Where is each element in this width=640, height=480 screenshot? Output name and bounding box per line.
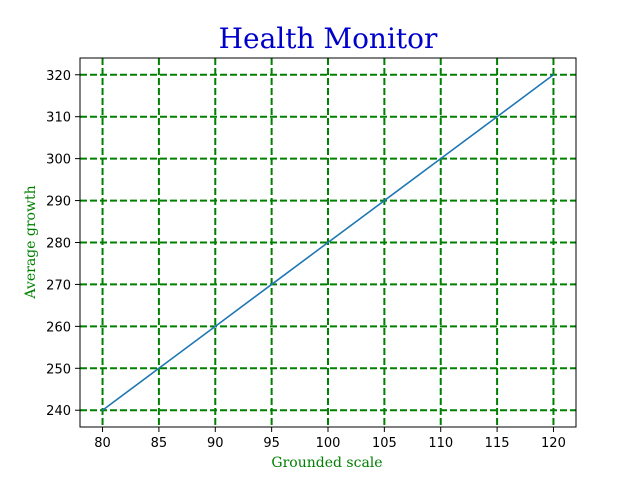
series-point [101,409,104,412]
x-tick-label: 115 [485,436,510,451]
y-tick-label: 320 [46,69,71,84]
series-point [214,325,217,328]
y-tick-label: 290 [46,195,71,210]
y-axis-ticks: 240 250 260 270 280 290 300 310 320 [46,69,80,419]
x-tick-label: 105 [372,436,397,451]
x-tick-label: 120 [541,436,566,451]
y-tick-label: 280 [46,237,71,252]
x-tick-label: 85 [151,436,168,451]
y-tick-label: 240 [46,404,71,419]
chart-title: Health Monitor [219,22,438,55]
x-tick-label: 100 [316,436,341,451]
x-axis-label: Grounded scale [271,455,382,471]
y-tick-label: 300 [46,153,71,168]
x-tick-label: 95 [263,436,280,451]
series-point [439,157,442,160]
y-tick-label: 270 [46,278,71,293]
x-tick-label: 90 [207,436,224,451]
x-tick-label: 80 [94,436,111,451]
series-point [383,199,386,202]
series-point [270,283,273,286]
y-tick-label: 260 [46,320,71,335]
series-point [552,73,555,76]
series-point [496,115,498,118]
series-layer [101,73,555,412]
series-point [158,367,160,370]
x-axis-ticks: 80 85 90 95 100 105 110 115 120 [94,427,566,451]
series-point [327,241,329,244]
y-axis-label: Average growth [23,185,39,299]
y-tick-label: 250 [46,362,71,377]
grid [80,58,576,427]
y-tick-label: 310 [46,111,71,126]
x-tick-label: 110 [428,436,453,451]
